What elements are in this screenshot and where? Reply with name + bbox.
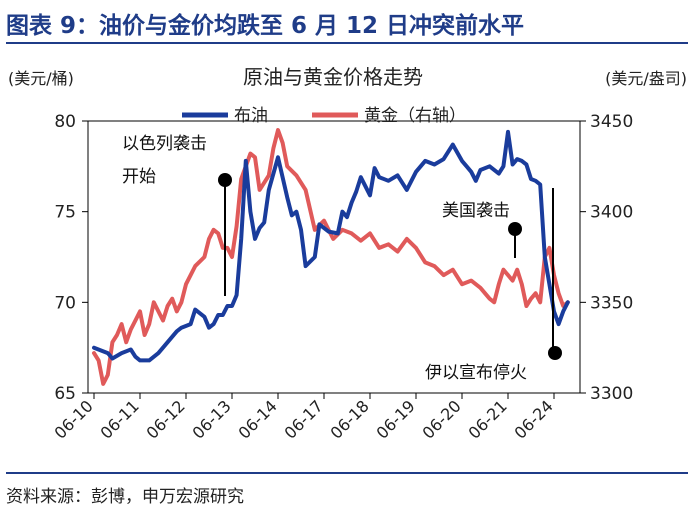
left-tick-label: 65 (54, 384, 76, 404)
oil-price-line (92, 129, 570, 363)
x-tick-label: 06-21 (465, 396, 511, 442)
x-tick-label: 06-13 (189, 396, 235, 442)
source-note: 资料来源：彭博，申万宏源研究 (6, 487, 244, 507)
source-rule (6, 472, 688, 474)
left-tick-label: 70 (54, 293, 76, 313)
x-tick-label: 06-14 (235, 396, 281, 442)
plot-area-frame (87, 120, 581, 394)
right-tick-label: 3300 (590, 384, 633, 404)
right-tick-label: 3450 (590, 112, 633, 132)
left-axis: 65 70 75 80 (54, 112, 88, 404)
annotation-us-marker (508, 222, 522, 236)
left-tick-label: 75 (54, 203, 76, 223)
annotation-israel-line2: 开始 (122, 167, 156, 187)
chart-canvas: 原油与黄金价格走势 (美元/桶) (美元/盎司) 布油 黄金（右轴） 65 70 7… (8, 65, 687, 443)
x-tick-label: 06-12 (143, 396, 189, 442)
legend: 布油 黄金（右轴） (182, 106, 466, 126)
x-tick-label: 06-18 (327, 396, 373, 442)
annotation-ceasefire: 伊以宣布停火 (425, 188, 562, 383)
right-tick-label: 3350 (590, 293, 633, 313)
left-tick-label: 80 (54, 112, 76, 132)
figure-title: 图表 9：油价与金价均跌至 6 月 12 日冲突前水平 (6, 13, 525, 39)
annotation-us-label: 美国袭击 (442, 201, 510, 221)
title-rule (6, 42, 688, 44)
chart-title: 原油与黄金价格走势 (243, 65, 423, 89)
right-axis: 3300 3350 3400 3450 (580, 112, 633, 404)
x-tick-label: 06-20 (419, 396, 465, 442)
gold-price-line (92, 128, 570, 386)
x-tick-label: 06-17 (281, 396, 327, 442)
legend-label-oil: 布油 (234, 106, 268, 126)
right-tick-label: 3400 (590, 203, 633, 223)
x-tick-label: 06-11 (97, 396, 143, 442)
annotation-ceasefire-marker (548, 346, 562, 360)
annotation-us: 美国袭击 (442, 201, 522, 258)
annotation-ceasefire-label: 伊以宣布停火 (425, 363, 527, 383)
annotation-israel-marker (218, 173, 232, 187)
legend-label-gold: 黄金（右轴） (364, 106, 466, 126)
x-tick-label: 06-24 (511, 396, 557, 442)
left-axis-unit: (美元/桶) (8, 69, 74, 88)
x-tick-label: 06-19 (373, 396, 419, 442)
annotation-israel: 以色列袭击 开始 (122, 134, 232, 296)
right-axis-unit: (美元/盎司) (605, 69, 687, 88)
annotation-israel-line1: 以色列袭击 (122, 134, 207, 154)
series-layer (92, 128, 570, 386)
x-axis: 06-10 06-11 06-12 06-13 06-14 06-17 06-18 06-19… (51, 393, 557, 443)
